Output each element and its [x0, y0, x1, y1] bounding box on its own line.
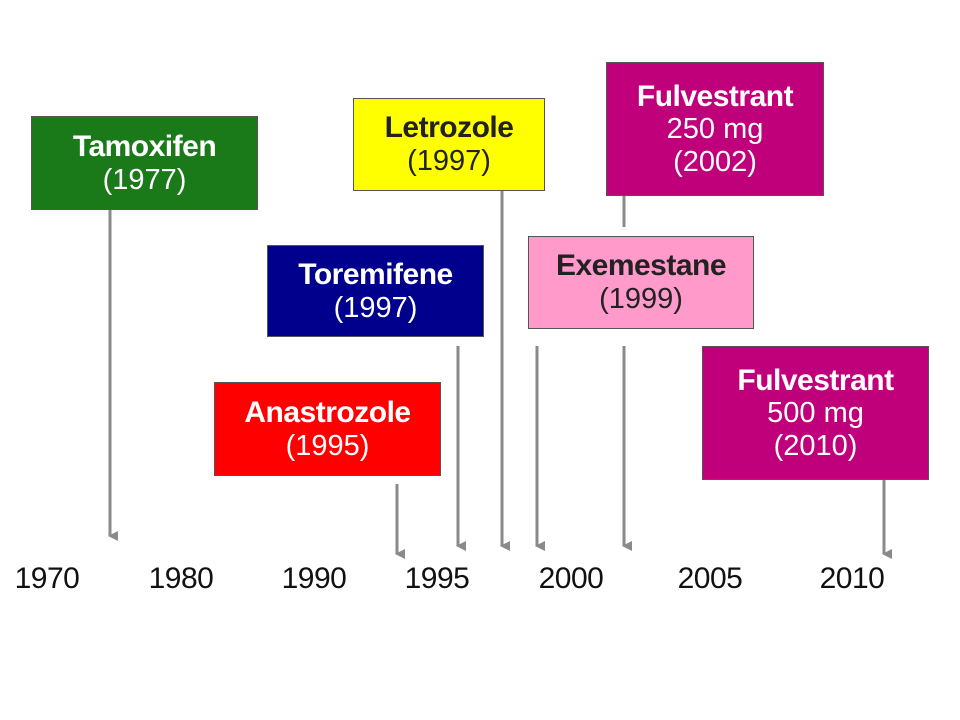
- drug-box-fulvestrant-500: Fulvestrant 500 mg (2010): [702, 346, 929, 480]
- drug-name: Fulvestrant: [636, 79, 794, 113]
- axis-year-label: 1990: [281, 562, 347, 595]
- drug-box-exemestane: Exemestane (1999): [528, 236, 754, 329]
- drug-name: Fulvestrant: [737, 363, 894, 397]
- drug-year: (1995): [285, 429, 370, 462]
- drug-dose: 250 mg: [666, 113, 764, 146]
- drug-box-letrozole: Letrozole (1997): [353, 98, 545, 191]
- axis-year-label: 2010: [819, 562, 885, 595]
- axis-year-label: 1995: [404, 562, 470, 595]
- drug-name: Letrozole: [384, 111, 514, 145]
- drug-box-fulvestrant-250: Fulvestrant 250 mg (2002): [606, 62, 824, 196]
- drug-box-anastrozole: Anastrozole (1995): [214, 382, 441, 476]
- drug-year: (1977): [102, 163, 187, 196]
- drug-name: Tamoxifen: [72, 129, 217, 163]
- axis-year-label: 1980: [148, 562, 214, 595]
- drug-year: (1997): [333, 291, 418, 324]
- drug-year: (2010): [773, 429, 858, 462]
- drug-name: Anastrozole: [244, 395, 411, 429]
- drug-box-toremifene: Toremifene (1997): [267, 245, 484, 337]
- drug-name: Exemestane: [555, 249, 727, 283]
- drug-box-tamoxifen: Tamoxifen (1977): [31, 116, 258, 210]
- axis-year-label: 1970: [14, 562, 80, 595]
- drug-year: (1997): [407, 145, 491, 178]
- axis-year-label: 2000: [538, 562, 604, 595]
- drug-year: (2002): [673, 145, 757, 178]
- drug-dose: 500 mg: [767, 397, 864, 430]
- axis-year-label: 2005: [677, 562, 743, 595]
- drug-name: Toremifene: [298, 257, 453, 291]
- drug-year: (1999): [599, 283, 683, 316]
